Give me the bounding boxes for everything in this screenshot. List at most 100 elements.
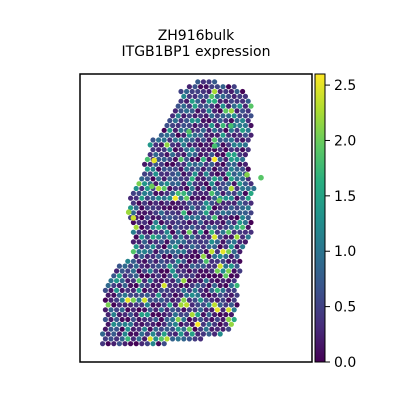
expression-spot <box>189 244 195 250</box>
expression-spot <box>147 326 153 332</box>
expression-spot <box>158 307 164 313</box>
expression-spot <box>133 224 139 230</box>
expression-spot <box>130 287 136 293</box>
expression-spot <box>200 79 206 85</box>
expression-spot <box>189 166 195 172</box>
expression-spot <box>144 263 150 269</box>
expression-spot <box>206 273 212 279</box>
expression-spot <box>214 287 220 293</box>
expression-spot <box>164 316 170 323</box>
expression-spot <box>125 278 131 284</box>
expression-spot <box>178 282 184 289</box>
expression-spot <box>133 234 139 240</box>
expression-spot <box>125 326 131 332</box>
expression-spot <box>248 181 254 187</box>
expression-spot <box>156 253 162 259</box>
expression-spot <box>203 258 209 264</box>
expression-spot <box>240 137 246 143</box>
expression-spot <box>130 316 136 323</box>
expression-spot <box>170 171 176 177</box>
expression-spot <box>245 234 251 240</box>
expression-spot <box>172 185 178 192</box>
expression-spot <box>228 292 234 298</box>
expression-spot <box>220 268 226 274</box>
expression-spot <box>198 161 204 167</box>
expression-spot <box>231 278 237 284</box>
expression-spot <box>175 113 181 119</box>
expression-spot <box>237 161 243 167</box>
expression-spot <box>217 321 223 327</box>
expression-spot <box>167 331 173 337</box>
expression-spot <box>192 316 198 323</box>
expression-spot <box>153 210 159 216</box>
expression-spot <box>192 278 198 284</box>
expression-spot <box>203 84 209 90</box>
expression-spot <box>108 297 114 303</box>
expression-spot <box>128 302 134 308</box>
expression-spot <box>226 210 232 216</box>
expression-spot <box>228 312 234 318</box>
expression-spot <box>237 181 243 187</box>
expression-spot <box>181 316 187 323</box>
expression-spot <box>186 268 192 274</box>
expression-spot <box>128 321 134 327</box>
expression-spot <box>139 205 145 211</box>
expression-spot <box>195 205 201 211</box>
expression-spot <box>150 312 156 318</box>
expression-spot <box>206 137 212 143</box>
expression-spot <box>220 132 226 138</box>
expression-spot <box>150 137 156 143</box>
expression-spot <box>228 224 234 230</box>
expression-spot <box>203 278 209 284</box>
expression-spot <box>172 205 178 211</box>
expression-spot <box>203 122 209 129</box>
high-expression-spot <box>186 128 192 135</box>
expression-spot <box>158 171 164 177</box>
expression-spot <box>226 307 232 313</box>
expression-spot <box>192 190 198 196</box>
expression-spot <box>170 239 176 245</box>
expression-spot <box>128 331 134 337</box>
colorbar-tick-label: 1.5 <box>334 189 356 205</box>
expression-spot <box>220 161 226 167</box>
expression-spot <box>147 336 153 342</box>
expression-spot <box>195 253 201 259</box>
expression-spot <box>167 156 173 162</box>
expression-spot <box>161 185 167 192</box>
expression-spot <box>144 302 150 308</box>
expression-spot <box>170 200 176 206</box>
expression-spot <box>170 190 176 196</box>
expression-spot <box>200 263 206 269</box>
expression-spot <box>200 176 206 182</box>
high-expression-spot <box>228 123 234 129</box>
expression-spot <box>153 239 159 245</box>
colorbar-tick-label: 0.0 <box>334 355 356 371</box>
expression-spot <box>231 171 237 177</box>
expression-spot <box>231 239 237 245</box>
expression-spot <box>167 205 173 211</box>
expression-spot <box>189 185 195 192</box>
expression-spot <box>234 185 240 192</box>
expression-spot <box>203 103 209 109</box>
expression-spot <box>242 132 248 138</box>
expression-spot <box>181 278 187 284</box>
expression-spot <box>108 278 114 284</box>
expression-spot <box>142 229 148 235</box>
expression-spot <box>192 200 198 206</box>
expression-spot <box>181 297 187 303</box>
expression-spot <box>195 185 201 192</box>
expression-spot <box>184 137 190 143</box>
expression-spot <box>186 200 192 206</box>
expression-spot <box>189 108 195 114</box>
expression-spot <box>161 215 167 221</box>
expression-spot <box>178 156 184 162</box>
expression-spot <box>186 142 192 148</box>
high-expression-spot <box>216 197 222 204</box>
expression-spot <box>209 297 215 303</box>
expression-spot <box>114 336 120 342</box>
expression-spot <box>161 321 167 327</box>
expression-spot <box>175 268 181 274</box>
expression-spot <box>139 292 145 298</box>
expression-spot <box>150 224 156 230</box>
expression-spot <box>147 142 153 148</box>
